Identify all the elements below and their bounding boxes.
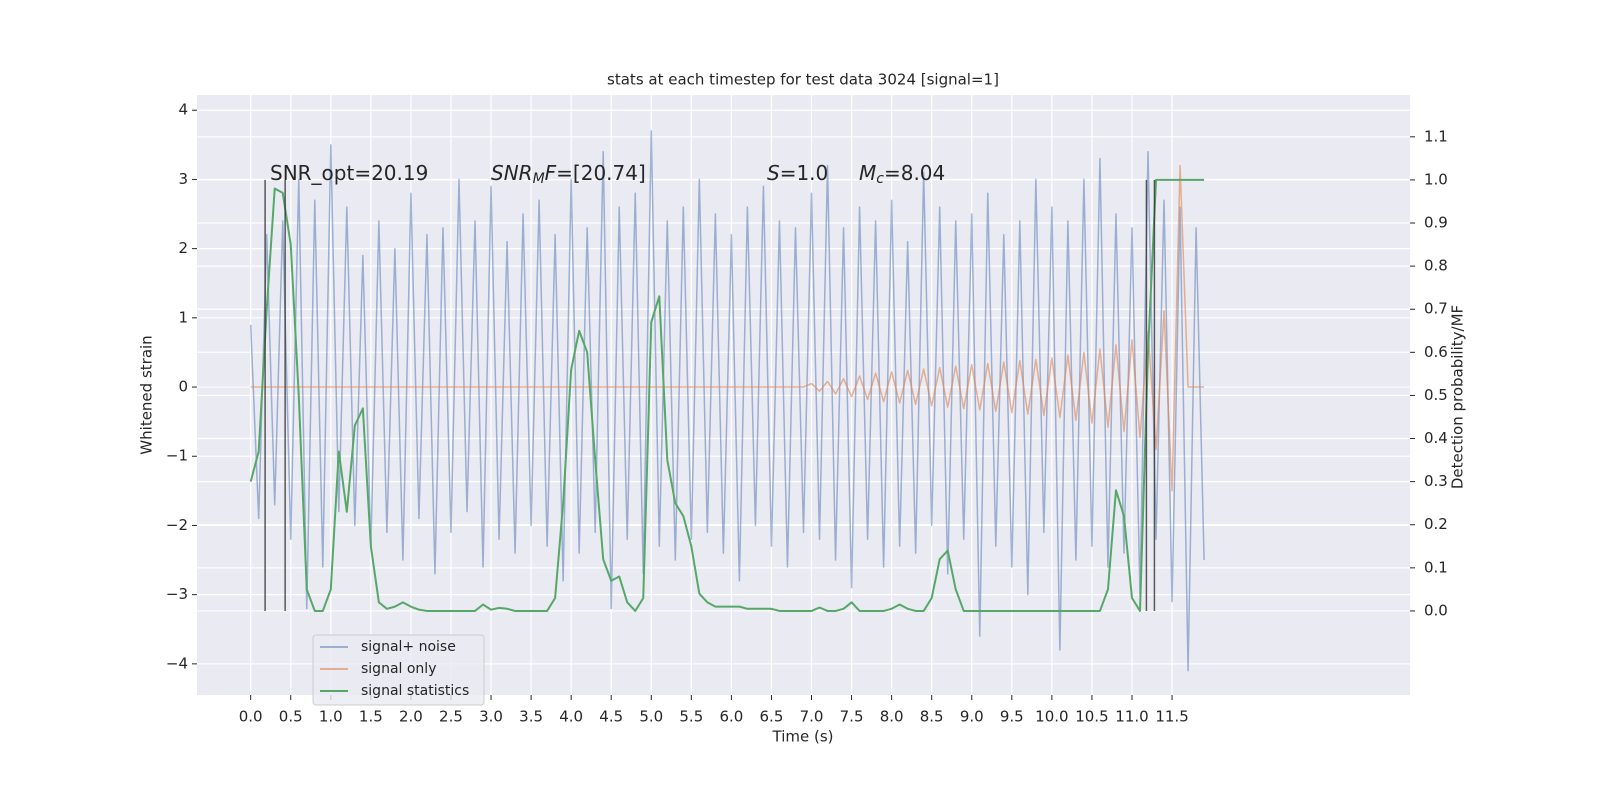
y2-tick-label: 0.1: [1424, 558, 1448, 576]
y2-tick-label: 0.0: [1424, 601, 1448, 619]
series-line: [250, 164, 1205, 492]
x-tick-label: 0.0: [239, 708, 263, 726]
x-tick-label: 10.5: [1075, 708, 1108, 726]
y-tick-label: 3: [178, 170, 188, 188]
annotation-part: =[20.74]: [556, 161, 646, 185]
x-tick-label: 6.5: [760, 708, 784, 726]
y-tick-label: 0: [178, 378, 188, 396]
annotation-part: =1.0: [780, 161, 829, 185]
x-tick-label: 8.0: [880, 708, 904, 726]
y2-tick-label: 0.6: [1424, 343, 1448, 361]
x-tick-label: 2.5: [439, 708, 463, 726]
y2-tick-label: 1.0: [1424, 170, 1448, 188]
x-tick-label: 0.5: [279, 708, 303, 726]
annotation-part: F: [545, 161, 557, 185]
x-tick-label: 4.0: [559, 708, 583, 726]
annotation: SNR_opt=20.19: [270, 161, 428, 185]
x-tick-label: 7.5: [840, 708, 864, 726]
annotation-part: c: [876, 171, 884, 187]
y-tick-label: −4: [166, 654, 188, 672]
y2-tick-label: 0.7: [1424, 300, 1448, 318]
y2-axis-label: Detection probability/MF: [1449, 305, 1467, 489]
y-tick-label: −2: [166, 516, 188, 534]
y-tick-label: 2: [178, 239, 188, 257]
y2-tick-label: 0.3: [1424, 472, 1448, 490]
legend-label: signal statistics: [361, 683, 469, 699]
x-tick-label: 5.0: [639, 708, 663, 726]
annotation-part: M: [859, 161, 876, 185]
y2-tick-label: 0.2: [1424, 515, 1448, 533]
x-tick-label: 3.5: [519, 708, 543, 726]
annotation: S=1.0: [767, 161, 828, 185]
x-tick-label: 8.5: [920, 708, 944, 726]
legend: signal+ noise signal only signal statistic…: [312, 634, 485, 706]
y2-tick-label: 0.9: [1424, 214, 1448, 232]
series-line: [249, 130, 1205, 672]
chart-title: stats at each timestep for test data 302…: [607, 71, 999, 89]
x-tick-label: 4.5: [599, 708, 623, 726]
y2-tick-label: 0.8: [1424, 257, 1448, 275]
legend-label: signal only: [361, 661, 436, 677]
x-tick-label: 9.0: [960, 708, 984, 726]
x-axis-label: Time (s): [772, 728, 834, 746]
y2-tick-label: 1.1: [1424, 127, 1448, 145]
y-tick-label: 1: [178, 308, 188, 326]
y2-tick-label: 0.5: [1424, 386, 1448, 404]
annotation-part: SNR_opt=20.19: [270, 161, 428, 185]
x-tick-label: 3.0: [479, 708, 503, 726]
annotation: Mc=8.04: [859, 161, 945, 188]
annotation-part: SNR: [491, 161, 533, 185]
legend-box: [312, 634, 485, 706]
x-tick-label: 7.0: [800, 708, 824, 726]
x-tick-label: 11.0: [1115, 708, 1148, 726]
x-tick-label: 11.5: [1155, 708, 1188, 726]
x-tick-label: 1.5: [359, 708, 383, 726]
x-tick-label: 1.0: [319, 708, 343, 726]
legend-label: signal+ noise: [361, 639, 456, 655]
x-tick-label: 2.0: [399, 708, 423, 726]
y-tick-label: −3: [166, 585, 188, 603]
y-tick-label: −1: [166, 447, 188, 465]
y-tick-label: 4: [178, 101, 188, 119]
annotation-part: S: [767, 161, 780, 185]
x-tick-label: 10.0: [1035, 708, 1068, 726]
x-tick-label: 6.0: [719, 708, 743, 726]
x-tick-label: 5.5: [679, 708, 703, 726]
y2-tick-label: 0.4: [1424, 429, 1448, 447]
annotation: SNRMF=[20.74]: [491, 161, 646, 188]
series-line: [249, 178, 1205, 612]
y-axis-label: Whitened strain: [138, 335, 156, 454]
annotation-part: =8.04: [884, 161, 945, 185]
x-tick-label: 9.5: [1000, 708, 1024, 726]
annotation-part: M: [533, 171, 545, 187]
